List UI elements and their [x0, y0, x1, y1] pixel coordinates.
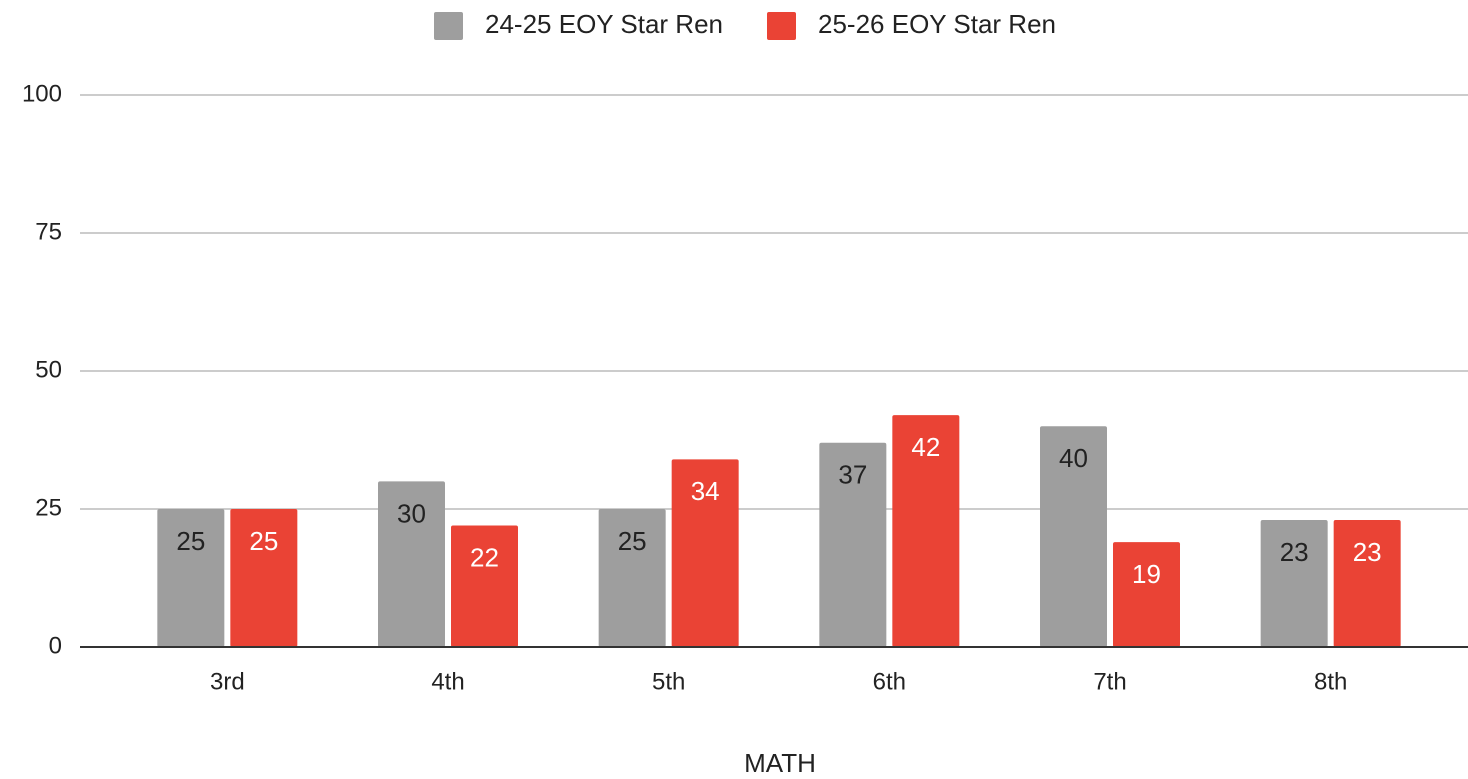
bar: [819, 442, 887, 647]
y-tick-label: 25: [35, 494, 62, 521]
data-label: 23: [1280, 537, 1309, 567]
legend-label: 24-25 EOY Star Ren: [485, 9, 723, 39]
y-tick-label: 0: [49, 632, 62, 659]
x-tick-label: 7th: [1093, 668, 1126, 695]
bar: [230, 509, 298, 647]
y-tick-label: 75: [35, 218, 62, 245]
bar: [892, 415, 960, 647]
data-label: 34: [691, 476, 720, 506]
data-label: 37: [838, 460, 867, 490]
bar: [378, 481, 445, 647]
bar: [1113, 542, 1180, 647]
y-tick-label: 50: [35, 356, 62, 383]
data-label: 22: [470, 542, 499, 572]
x-tick-label: 6th: [873, 668, 906, 695]
data-label: 25: [176, 526, 205, 556]
data-label: 25: [618, 526, 647, 556]
bar: [671, 459, 739, 647]
bar: [451, 525, 518, 647]
data-label: 42: [911, 432, 940, 462]
bar: [157, 509, 225, 647]
data-label: 40: [1059, 443, 1088, 473]
bar: [1040, 426, 1107, 647]
bar: [598, 509, 666, 647]
data-label: 25: [249, 526, 278, 556]
bar: [1333, 520, 1401, 647]
x-tick-label: 5th: [652, 668, 685, 695]
legend-label: 25-26 EOY Star Ren: [818, 9, 1056, 39]
data-label: 19: [1132, 559, 1161, 589]
x-tick-label: 8th: [1314, 668, 1347, 695]
data-label: 30: [397, 498, 426, 528]
y-tick-label: 100: [22, 80, 62, 107]
x-tick-label: 3rd: [210, 668, 245, 695]
data-label: 23: [1353, 537, 1382, 567]
x-tick-label: 4th: [431, 668, 464, 695]
bar: [1260, 520, 1328, 647]
legend-swatch: [434, 12, 463, 40]
x-axis-title: MATH: [744, 748, 816, 778]
legend-swatch: [767, 12, 796, 40]
